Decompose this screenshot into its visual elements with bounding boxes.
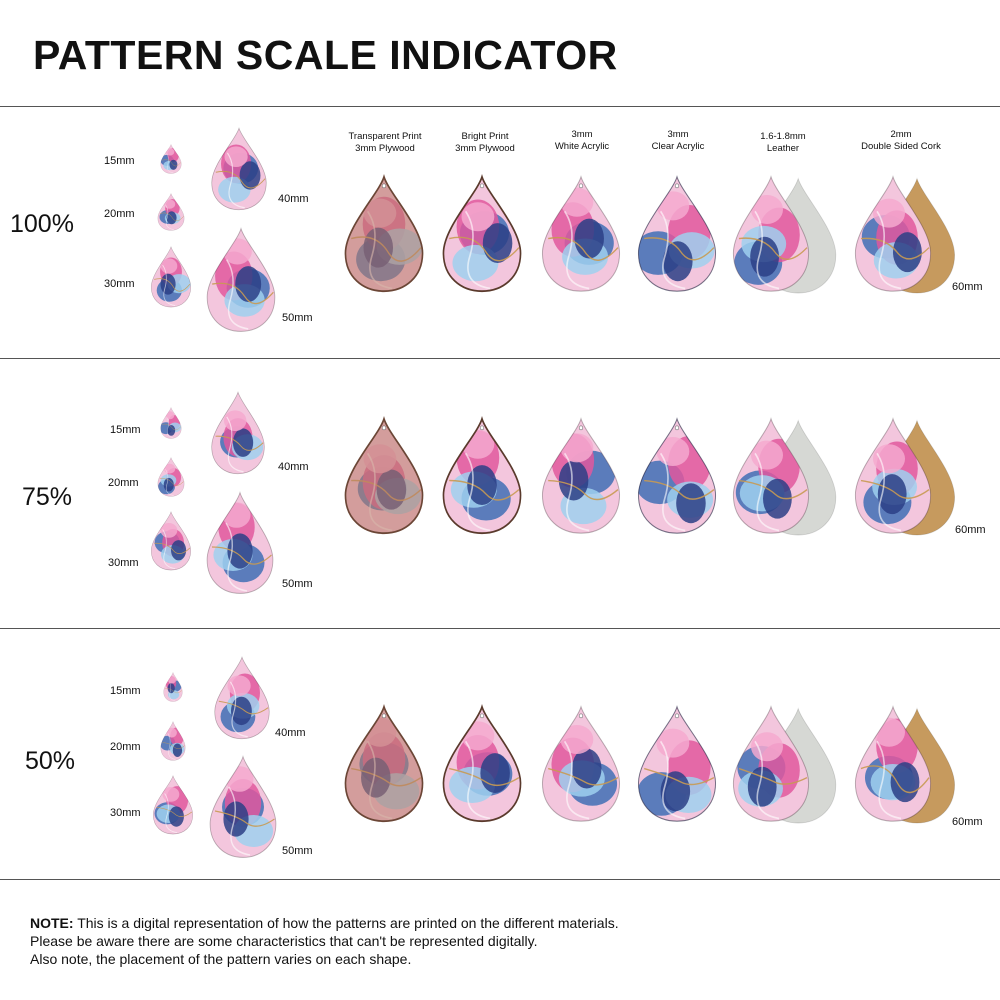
size-label-15mm: 15mm bbox=[104, 155, 135, 167]
material-sample-teardrop bbox=[343, 415, 425, 535]
size-sample-teardrop bbox=[157, 193, 185, 231]
column-header-bright-plywood: Bright Print 3mm Plywood bbox=[433, 131, 537, 155]
note-line-1: NOTE: This is a digital representation o… bbox=[30, 914, 619, 932]
column-header-line: 3mm Plywood bbox=[355, 143, 415, 154]
size-label-50mm: 50mm bbox=[282, 845, 313, 857]
scale-section-50: 50% 15mm 20mm 30mm 40mm 50mm 60mm bbox=[0, 629, 1000, 879]
note-block: NOTE: This is a digital representation o… bbox=[30, 914, 619, 968]
column-header-line: 3mm bbox=[571, 129, 593, 140]
size-sample-teardrop bbox=[152, 775, 194, 835]
size-label-20mm: 20mm bbox=[108, 477, 139, 489]
column-header-line: Double Sided Cork bbox=[861, 141, 941, 152]
size-sample-teardrop bbox=[210, 127, 268, 211]
size-label-50mm: 50mm bbox=[282, 312, 313, 324]
size-sample-teardrop bbox=[160, 407, 182, 439]
material-sample-teardrop bbox=[540, 417, 622, 535]
material-sample-teardrop bbox=[441, 173, 523, 293]
size-label-30mm: 30mm bbox=[104, 278, 135, 290]
column-header-leather: 1.6-1.8mm Leather bbox=[731, 131, 835, 155]
material-sample-teardrop bbox=[731, 705, 837, 824]
size-label-15mm: 15mm bbox=[110, 424, 141, 436]
divider-2 bbox=[0, 628, 1000, 629]
scale-label: 75% bbox=[22, 483, 73, 511]
scale-section-100: 100% 15mm 20mm 30mm 40mm 50mm 60mm bbox=[0, 107, 1000, 357]
size-sample-teardrop bbox=[160, 721, 186, 761]
size-label-60mm: 60mm bbox=[955, 524, 986, 536]
size-sample-teardrop bbox=[160, 144, 182, 174]
divider-1 bbox=[0, 358, 1000, 359]
size-sample-teardrop bbox=[208, 755, 278, 859]
material-sample-teardrop bbox=[853, 175, 956, 294]
material-sample-teardrop bbox=[343, 703, 425, 823]
material-sample-teardrop bbox=[343, 173, 425, 293]
size-sample-teardrop bbox=[157, 457, 185, 497]
material-sample-teardrop bbox=[540, 705, 622, 823]
size-label-60mm: 60mm bbox=[952, 281, 983, 293]
column-header-line: 2mm bbox=[890, 129, 912, 140]
size-sample-teardrop bbox=[163, 672, 183, 702]
page-title: PATTERN SCALE INDICATOR bbox=[33, 32, 618, 78]
material-sample-teardrop bbox=[731, 175, 837, 294]
size-sample-teardrop bbox=[213, 656, 271, 740]
divider-bottom bbox=[0, 879, 1000, 880]
scale-section-75: 75% 15mm 20mm 30mm 40mm 50mm 60mm bbox=[0, 359, 1000, 609]
column-header-cork: 2mm Double Sided Cork bbox=[848, 129, 954, 153]
column-header-line: Bright Print bbox=[461, 131, 509, 142]
size-label-20mm: 20mm bbox=[104, 208, 135, 220]
size-label-40mm: 40mm bbox=[275, 727, 306, 739]
material-sample-teardrop bbox=[731, 417, 837, 536]
column-header-line: White Acrylic bbox=[554, 141, 610, 152]
divider-top bbox=[0, 106, 1000, 107]
column-header-line: Clear Acrylic bbox=[651, 141, 705, 152]
column-header-transparent-plywood: Transparent Print 3mm Plywood bbox=[333, 131, 437, 155]
column-header-line: Leather bbox=[766, 143, 800, 154]
size-label-20mm: 20mm bbox=[110, 741, 141, 753]
scale-label: 50% bbox=[25, 747, 76, 775]
material-sample-teardrop bbox=[636, 417, 718, 535]
column-header-line: 1.6-1.8mm bbox=[760, 131, 806, 142]
column-header-clear-acrylic: 3mm Clear Acrylic bbox=[626, 129, 730, 153]
size-label-40mm: 40mm bbox=[278, 193, 309, 205]
material-sample-teardrop bbox=[636, 175, 718, 293]
size-sample-teardrop bbox=[205, 227, 277, 333]
size-label-30mm: 30mm bbox=[108, 557, 139, 569]
size-label-50mm: 50mm bbox=[282, 578, 313, 590]
column-header-line: Transparent Print bbox=[348, 131, 422, 142]
note-line-3: Also note, the placement of the pattern … bbox=[30, 951, 412, 967]
size-sample-teardrop bbox=[150, 511, 192, 571]
column-header-line: 3mm Plywood bbox=[455, 143, 515, 154]
size-label-60mm: 60mm bbox=[952, 816, 983, 828]
note-line-2: Please be aware there are some character… bbox=[30, 933, 538, 949]
scale-label: 100% bbox=[10, 210, 74, 238]
note-label: NOTE: bbox=[30, 915, 74, 931]
column-header-line: 3mm bbox=[667, 129, 689, 140]
material-sample-teardrop bbox=[441, 703, 523, 823]
material-sample-teardrop bbox=[853, 705, 956, 824]
material-sample-teardrop bbox=[853, 417, 956, 536]
material-sample-teardrop bbox=[441, 415, 523, 535]
size-sample-teardrop bbox=[150, 246, 192, 308]
column-header-white-acrylic: 3mm White Acrylic bbox=[530, 129, 634, 153]
size-label-30mm: 30mm bbox=[110, 807, 141, 819]
size-label-40mm: 40mm bbox=[278, 461, 309, 473]
size-sample-teardrop bbox=[210, 391, 266, 475]
note-text-1: This is a digital representation of how … bbox=[77, 915, 619, 931]
size-label-15mm: 15mm bbox=[110, 685, 141, 697]
size-sample-teardrop bbox=[205, 491, 275, 595]
material-sample-teardrop bbox=[636, 705, 718, 823]
material-sample-teardrop bbox=[540, 175, 622, 293]
